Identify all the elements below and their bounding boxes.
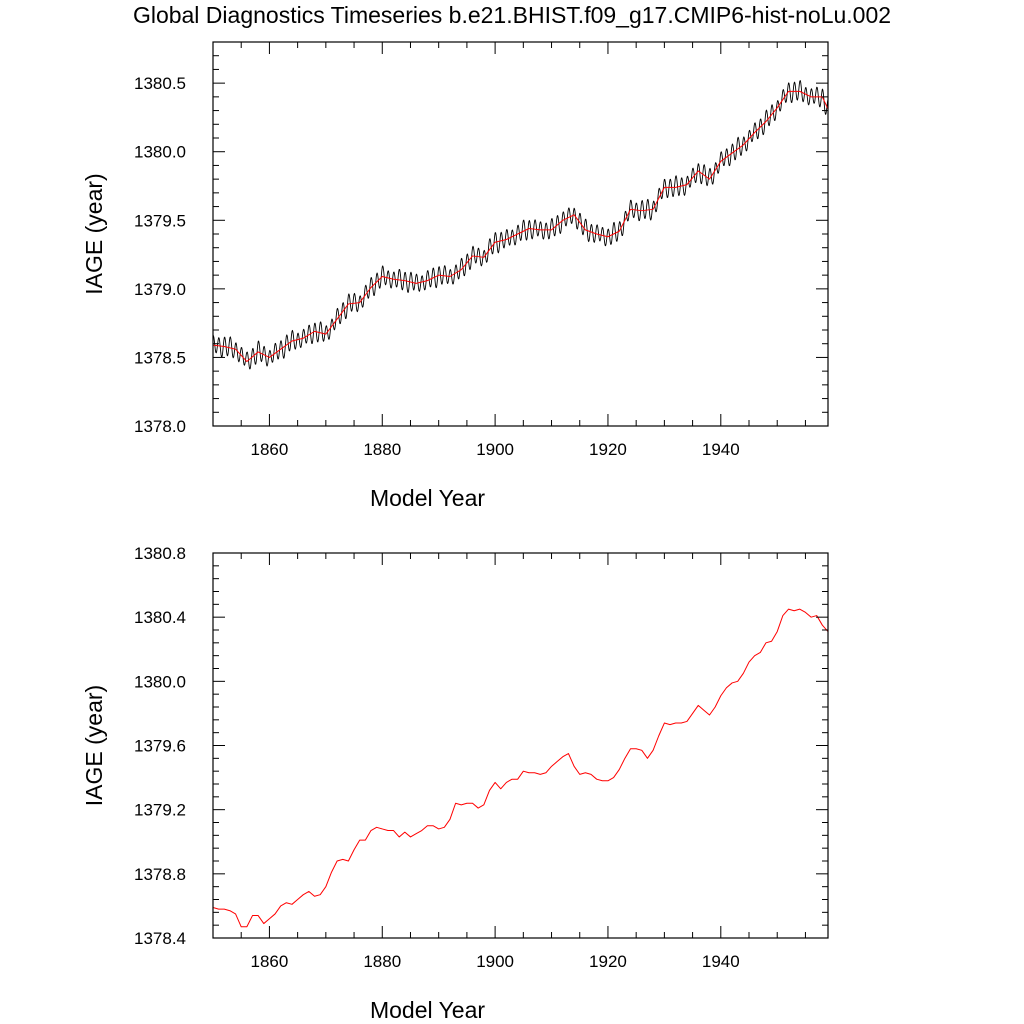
x-tick-label: 1900 [476,952,514,971]
y-tick-label: 1380.0 [134,143,186,162]
y-tick-label: 1379.2 [134,801,186,820]
x-tick-label: 1880 [363,440,401,459]
panel-bottom: 1860 1880 1900 1920 1940 1378.4 1378.8 1379.2 13… [81,544,829,1023]
x-tick-label: 1920 [589,440,627,459]
y-tick-label: 1380.4 [134,608,186,627]
y-tick-label: 1380.8 [134,544,186,563]
x-tick-label: 1880 [363,952,401,971]
x-tick-label: 1920 [589,952,627,971]
y-tick-label: 1380.0 [134,672,186,691]
page-title: Global Diagnostics Timeseries b.e21.BHIS… [132,2,892,28]
series-line-annual [212,90,829,363]
x-axis-title: Model Year [370,485,485,511]
y-tick-label: 1378.0 [134,417,186,436]
panel-top: 1860 1880 1900 1920 1940 1378.0 1378.5 1379.0 13… [81,41,829,511]
x-tick-label: 1940 [702,952,740,971]
y-tick-label: 1378.5 [134,348,186,367]
y-tick-label: 1379.5 [134,211,186,230]
y-axis-title: IAGE (year) [81,685,107,806]
x-axis-title: Model Year [370,997,485,1023]
series-line-monthly [212,80,829,370]
y-tick-label: 1378.4 [134,929,186,948]
x-tick-label: 1860 [251,952,289,971]
x-tick-label: 1940 [702,440,740,459]
y-tick-label: 1379.0 [134,280,186,299]
plot-frame [212,552,829,939]
y-tick-label: 1380.5 [134,74,186,93]
y-tick-label: 1378.8 [134,865,186,884]
series-line-annual [212,608,829,928]
x-tick-label: 1860 [251,440,289,459]
x-tick-label: 1900 [476,440,514,459]
plot-frame [212,41,829,427]
y-axis-title: IAGE (year) [81,173,107,294]
y-tick-label: 1379.6 [134,737,186,756]
